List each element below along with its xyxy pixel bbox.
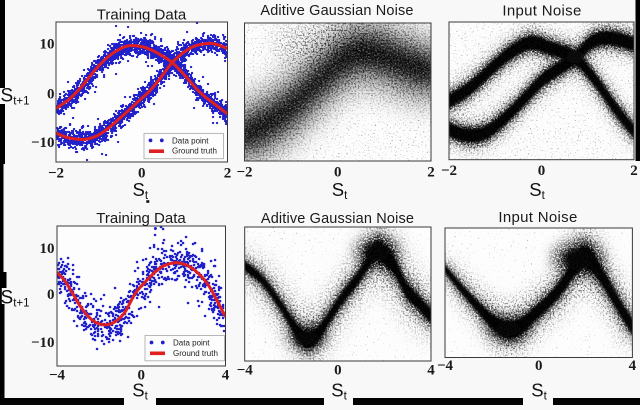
svg-text:0: 0 [47,287,55,303]
svg-text:Ground truth: Ground truth [172,147,217,156]
svg-text:0: 0 [535,358,543,374]
svg-text:Input Noise: Input Noise [498,209,577,226]
svg-text:2: 2 [427,165,435,181]
svg-text:0: 0 [538,163,546,179]
svg-text:−2: −2 [441,163,457,179]
svg-text:4: 4 [222,368,230,384]
svg-text:Input Noise: Input Noise [502,2,581,19]
svg-text:Training Data: Training Data [97,6,187,23]
svg-text:0: 0 [47,87,55,103]
svg-text:10: 10 [40,241,55,257]
svg-text:−4: −4 [237,363,254,379]
svg-text:4: 4 [427,363,435,379]
svg-text:−10: −10 [31,135,55,151]
svg-text:−2: −2 [48,166,64,182]
svg-text:Data point: Data point [173,339,210,348]
svg-text:Ground truth: Ground truth [173,349,218,358]
svg-text:Training Data: Training Data [96,210,186,227]
svg-text:Aditive Gaussian Noise: Aditive Gaussian Noise [260,3,413,19]
svg-text:−10: −10 [31,335,55,351]
svg-text:Aditive Gaussian Noise: Aditive Gaussian Noise [261,211,414,227]
svg-text:4: 4 [629,358,637,374]
svg-text:2: 2 [630,163,638,179]
svg-text:−4: −4 [437,358,454,374]
svg-text:2: 2 [224,166,232,182]
svg-text:10: 10 [40,37,55,53]
svg-text:−4: −4 [49,368,66,384]
svg-text:0: 0 [334,363,342,379]
svg-text:Data point: Data point [172,136,209,145]
svg-text:−2: −2 [236,165,252,181]
